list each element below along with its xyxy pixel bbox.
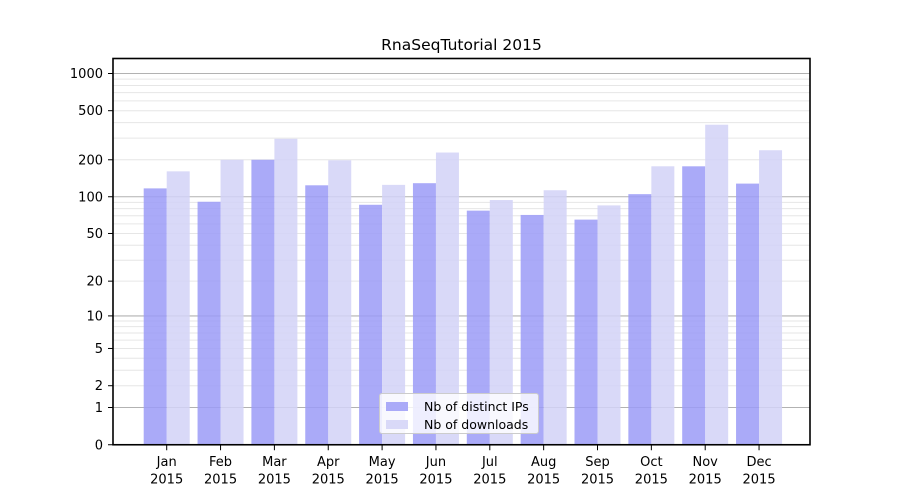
bar-distinct-ips-Mar — [251, 159, 275, 445]
y-tick-label: 1 — [95, 401, 103, 416]
bar-distinct-ips-Apr — [305, 185, 329, 445]
y-tick-label: 20 — [86, 275, 103, 290]
bar-downloads-Oct — [651, 166, 675, 445]
x-tick-label-month: Dec — [746, 455, 771, 470]
bar-distinct-ips-Sep — [574, 219, 598, 445]
bar-downloads-Dec — [759, 150, 783, 445]
x-tick-label-month: Jan — [156, 455, 177, 470]
bar-downloads-Jul — [489, 200, 513, 445]
x-tick-label-year: 2015 — [366, 473, 399, 488]
y-tick-label: 50 — [86, 227, 103, 242]
bar-downloads-Feb — [220, 159, 244, 445]
bar-downloads-May — [382, 184, 406, 445]
x-tick-label-year: 2015 — [312, 473, 345, 488]
legend-label: Nb of downloads — [424, 416, 529, 432]
x-tick-label-year: 2015 — [473, 473, 506, 488]
x-tick-label-year: 2015 — [635, 473, 668, 488]
x-tick-label-year: 2015 — [258, 473, 291, 488]
y-tick-label: 100 — [78, 190, 103, 205]
bar-downloads-Apr — [328, 160, 352, 445]
bar-distinct-ips-Jan — [143, 188, 167, 445]
legend-item: Nb of distinct IPs — [386, 397, 532, 415]
x-tick-label-month: May — [369, 455, 396, 470]
legend-item: Nb of downloads — [386, 415, 532, 433]
x-tick-label-year: 2015 — [743, 473, 776, 488]
legend-swatch-downloads-icon — [386, 419, 408, 429]
y-tick-label: 0 — [95, 438, 103, 453]
x-tick-label-month: Oct — [640, 455, 662, 470]
x-tick-label-month: Nov — [693, 455, 719, 470]
bar-distinct-ips-Jun — [412, 183, 436, 445]
legend-swatch-distinct-ips-icon — [386, 401, 408, 411]
x-tick-label-month: Mar — [262, 455, 287, 470]
bar-downloads-Sep — [597, 205, 621, 445]
y-tick-label: 5 — [95, 342, 103, 357]
bar-distinct-ips-Dec — [736, 183, 760, 445]
y-tick-label: 500 — [78, 104, 103, 119]
y-tick-label: 2 — [95, 379, 103, 394]
bar-distinct-ips-Oct — [628, 194, 652, 445]
bar-downloads-Mar — [274, 138, 298, 445]
x-tick-label-month: Sep — [585, 455, 610, 470]
x-tick-label-month: Apr — [317, 455, 340, 470]
y-tick-label: 200 — [78, 153, 103, 168]
y-tick-label: 10 — [86, 309, 103, 324]
x-tick-label-month: Jul — [481, 455, 498, 470]
bar-downloads-Aug — [543, 190, 567, 445]
bar-distinct-ips-Feb — [197, 201, 221, 445]
x-tick-label-year: 2015 — [419, 473, 452, 488]
x-tick-label-year: 2015 — [689, 473, 722, 488]
x-tick-label-year: 2015 — [204, 473, 237, 488]
x-tick-label-year: 2015 — [150, 473, 183, 488]
chart-title: RnaSeqTutorial 2015 — [381, 36, 542, 54]
bar-distinct-ips-May — [359, 204, 383, 445]
x-tick-label-month: Aug — [531, 455, 556, 470]
bar-downloads-Jan — [166, 171, 190, 445]
x-tick-label-year: 2015 — [581, 473, 614, 488]
bar-distinct-ips-Nov — [682, 166, 706, 445]
legend-label: Nb of distinct IPs — [424, 398, 529, 414]
bar-distinct-ips-Jul — [466, 210, 490, 445]
bar-distinct-ips-Aug — [520, 214, 544, 445]
bar-downloads-Nov — [705, 124, 729, 445]
x-tick-label-year: 2015 — [527, 473, 560, 488]
chart-legend: Nb of distinct IPs Nb of downloads — [379, 393, 539, 434]
x-axis: Jan 2015 Feb 2015 Mar 2015 Apr 2015 May 2015 Jun 20… — [150, 444, 776, 488]
x-tick-label-month: Feb — [209, 455, 232, 470]
y-tick-label: 1000 — [70, 67, 103, 82]
axes-frame — [112, 57, 811, 446]
x-tick-label-month: Jun — [425, 455, 446, 470]
bars-group — [143, 124, 783, 445]
bar-downloads-Jun — [435, 152, 459, 445]
